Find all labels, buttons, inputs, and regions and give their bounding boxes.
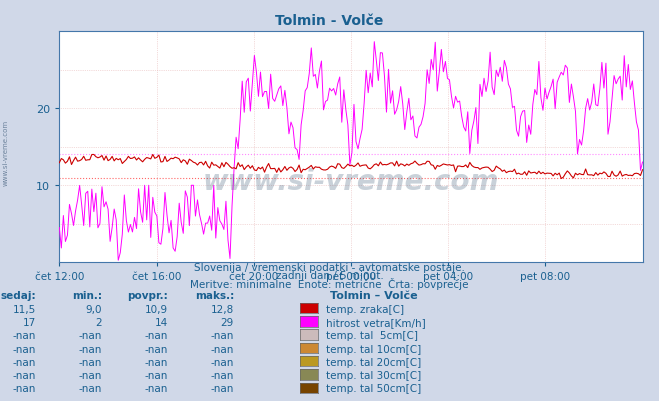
Text: -nan: -nan (79, 357, 102, 367)
Text: temp. tal  5cm[C]: temp. tal 5cm[C] (326, 330, 418, 340)
Text: -nan: -nan (13, 370, 36, 380)
Text: -nan: -nan (211, 330, 234, 340)
Text: 2: 2 (96, 317, 102, 327)
Text: Slovenija / vremenski podatki - avtomatske postaje.: Slovenija / vremenski podatki - avtomats… (194, 263, 465, 273)
Text: temp. zraka[C]: temp. zraka[C] (326, 304, 405, 314)
Text: hitrost vetra[Km/h]: hitrost vetra[Km/h] (326, 317, 426, 327)
Text: 10,9: 10,9 (145, 304, 168, 314)
Text: -nan: -nan (13, 344, 36, 354)
Text: temp. tal 50cm[C]: temp. tal 50cm[C] (326, 383, 422, 393)
Text: -nan: -nan (145, 344, 168, 354)
Text: -nan: -nan (145, 370, 168, 380)
Text: -nan: -nan (211, 357, 234, 367)
Text: -nan: -nan (145, 357, 168, 367)
Text: -nan: -nan (13, 383, 36, 393)
Text: Tolmin - Volče: Tolmin - Volče (275, 14, 384, 28)
Text: -nan: -nan (211, 344, 234, 354)
Text: -nan: -nan (13, 357, 36, 367)
Text: -nan: -nan (13, 330, 36, 340)
Text: temp. tal 30cm[C]: temp. tal 30cm[C] (326, 370, 422, 380)
Text: maks.:: maks.: (194, 291, 234, 301)
Text: min.:: min.: (72, 291, 102, 301)
Text: www.si-vreme.com: www.si-vreme.com (203, 168, 499, 196)
Text: Meritve: minimalne  Enote: metrične  Črta: povprečje: Meritve: minimalne Enote: metrične Črta:… (190, 277, 469, 290)
Text: -nan: -nan (79, 370, 102, 380)
Text: temp. tal 20cm[C]: temp. tal 20cm[C] (326, 357, 422, 367)
Text: temp. tal 10cm[C]: temp. tal 10cm[C] (326, 344, 422, 354)
Text: www.si-vreme.com: www.si-vreme.com (2, 119, 9, 185)
Text: 11,5: 11,5 (13, 304, 36, 314)
Text: sedaj:: sedaj: (1, 291, 36, 301)
Text: 29: 29 (221, 317, 234, 327)
Text: zadnji dan / 5 minut.: zadnji dan / 5 minut. (275, 271, 384, 281)
Text: 9,0: 9,0 (86, 304, 102, 314)
Text: -nan: -nan (79, 344, 102, 354)
Text: -nan: -nan (145, 383, 168, 393)
Text: povpr.:: povpr.: (127, 291, 168, 301)
Text: -nan: -nan (211, 370, 234, 380)
Text: 14: 14 (155, 317, 168, 327)
Text: -nan: -nan (211, 383, 234, 393)
Text: 17: 17 (23, 317, 36, 327)
Text: -nan: -nan (79, 330, 102, 340)
Text: -nan: -nan (79, 383, 102, 393)
Text: 12,8: 12,8 (211, 304, 234, 314)
Text: Tolmin – Volče: Tolmin – Volče (330, 291, 417, 301)
Text: -nan: -nan (145, 330, 168, 340)
